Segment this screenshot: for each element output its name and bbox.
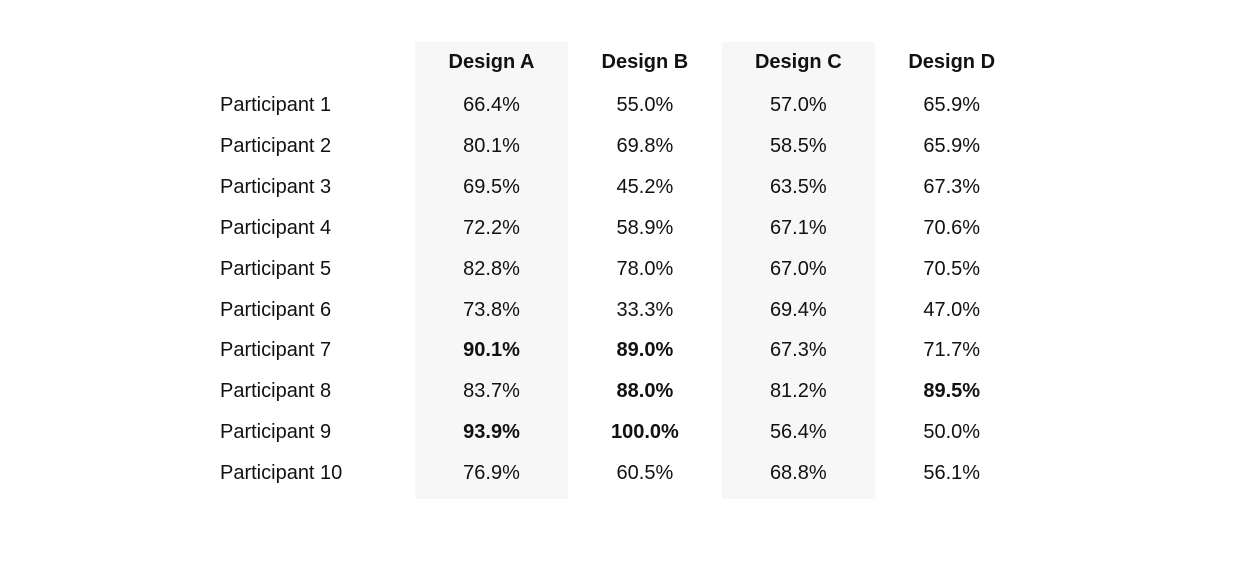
- value-cell: 90.1%: [463, 339, 520, 362]
- value-cell: 82.8%: [463, 257, 520, 280]
- column-shade: [721, 42, 875, 499]
- value-cell: 57.0%: [769, 94, 827, 116]
- value-cell: 67.0%: [769, 257, 827, 280]
- value-cell: 89.0%: [616, 339, 674, 362]
- row-label: Participant 2: [220, 134, 332, 157]
- value-cell: 88.0%: [616, 380, 674, 403]
- value-cell: 71.7%: [923, 339, 981, 362]
- value-cell: 80.1%: [463, 134, 520, 157]
- column-header: Design A: [448, 51, 535, 73]
- value-cell: 73.8%: [463, 298, 520, 321]
- row-label: Participant 6: [220, 298, 332, 321]
- value-cell: 93.9%: [463, 421, 520, 444]
- row-label: Participant 10: [220, 462, 343, 485]
- value-cell: 72.2%: [463, 216, 520, 239]
- value-cell: 56.1%: [923, 462, 981, 485]
- value-cell: 63.5%: [769, 175, 827, 198]
- row-label: Participant 1: [220, 94, 332, 116]
- value-cell: 65.9%: [923, 94, 981, 116]
- column-shade: [415, 42, 568, 499]
- row-label: Participant 9: [220, 421, 332, 444]
- row-label: Participant 4: [220, 216, 332, 239]
- value-cell: 69.8%: [616, 134, 674, 157]
- value-cell: 47.0%: [923, 298, 981, 321]
- value-cell: 70.6%: [923, 216, 981, 239]
- column-header: Design B: [601, 51, 689, 73]
- value-cell: 78.0%: [616, 257, 674, 280]
- value-cell: 67.3%: [769, 339, 827, 362]
- value-cell: 58.5%: [769, 134, 827, 157]
- value-cell: 60.5%: [616, 462, 674, 485]
- value-cell: 66.4%: [463, 94, 520, 116]
- value-cell: 67.3%: [923, 175, 981, 198]
- value-cell: 65.9%: [923, 134, 981, 157]
- value-cell: 69.5%: [463, 175, 520, 198]
- row-label: Participant 7: [220, 339, 332, 362]
- value-cell: 58.9%: [616, 216, 674, 239]
- column-header: Design C: [754, 51, 842, 73]
- value-cell: 83.7%: [463, 380, 520, 403]
- value-cell: 56.4%: [769, 421, 827, 444]
- value-cell: 70.5%: [923, 257, 981, 280]
- value-cell: 45.2%: [616, 175, 674, 198]
- value-cell: 100.0%: [610, 421, 679, 444]
- row-label: Participant 3: [220, 175, 332, 198]
- value-cell: 67.1%: [769, 216, 827, 239]
- column-header: Design D: [908, 51, 996, 73]
- value-cell: 50.0%: [923, 421, 981, 444]
- value-cell: 76.9%: [463, 462, 520, 485]
- row-label: Participant 5: [220, 257, 332, 280]
- value-cell: 89.5%: [923, 380, 981, 403]
- value-cell: 68.8%: [769, 462, 827, 485]
- value-cell: 33.3%: [616, 298, 674, 321]
- value-cell: 69.4%: [769, 298, 827, 321]
- value-cell: 55.0%: [616, 94, 674, 116]
- value-cell: 81.2%: [769, 380, 827, 403]
- row-label: Participant 8: [220, 380, 332, 403]
